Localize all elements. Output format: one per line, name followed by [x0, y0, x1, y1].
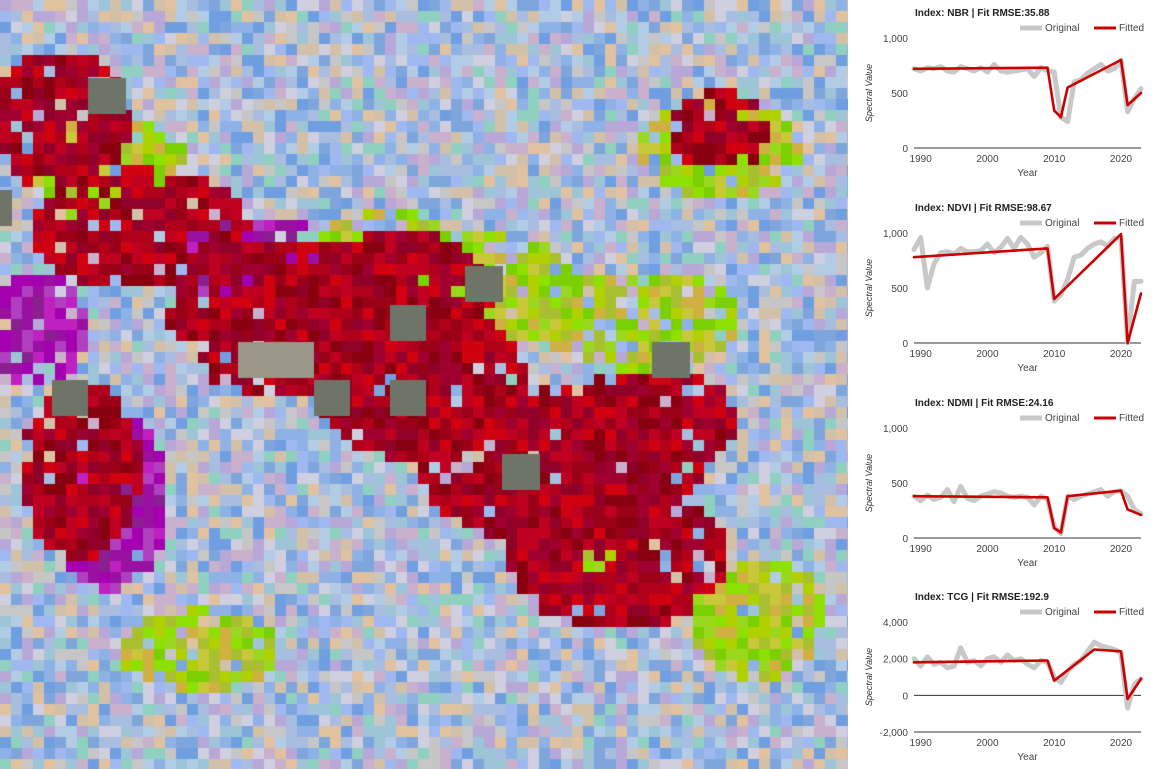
y-tick-label: 0	[902, 691, 908, 702]
y-tick-label: 500	[891, 479, 908, 490]
x-tick-label: 2020	[1110, 738, 1133, 749]
chart-title: Index: TCG | Fit RMSE:192.9	[915, 592, 1049, 603]
y-axis-label: Spectral Value	[864, 259, 874, 317]
series-fitted-line	[912, 58, 1143, 119]
chart-nbr: Index: NBR | Fit RMSE:35.88 Original Fitte…	[864, 8, 1144, 179]
chart-card-tcg: Index: TCG | Fit RMSE:192.9 Original Fitte…	[848, 584, 1163, 769]
x-axis-label: Year	[1017, 558, 1038, 569]
series-fitted-line	[912, 232, 1143, 345]
x-tick-label: 1990	[910, 154, 933, 165]
x-axis-label: Year	[1017, 363, 1038, 374]
y-tick-label: 1,000	[883, 424, 908, 435]
y-tick-label: 500	[891, 284, 908, 295]
y-axis-label: Spectral Value	[864, 64, 874, 122]
x-tick-label: 2010	[1043, 738, 1066, 749]
x-tick-label: 1990	[910, 544, 933, 555]
chart-card-ndmi: Index: NDMI | Fit RMSE:24.16 Original Fitt…	[848, 390, 1163, 580]
legend-original-label: Original	[1045, 218, 1079, 229]
y-tick-label: 4,000	[883, 618, 908, 629]
legend-original-label: Original	[1045, 607, 1079, 618]
y-tick-label: 0	[902, 144, 908, 155]
x-axis-label: Year	[1017, 752, 1038, 763]
x-tick-label: 2000	[976, 544, 999, 555]
y-axis-label: Spectral Value	[864, 454, 874, 512]
y-tick-label: 0	[902, 339, 908, 350]
y-tick-label: 500	[891, 89, 908, 100]
y-tick-label: 1,000	[883, 229, 908, 240]
series-fitted-line	[912, 489, 1143, 534]
x-tick-label: 2010	[1043, 349, 1066, 360]
legend-fitted-label: Fitted	[1119, 218, 1144, 229]
map-view[interactable]	[0, 0, 848, 769]
chart-tcg: Index: TCG | Fit RMSE:192.9 Original Fitte…	[864, 592, 1144, 763]
series-original-line	[911, 639, 1144, 711]
change-map-canvas[interactable]	[0, 0, 848, 769]
chart-card-nbr: Index: NBR | Fit RMSE:35.88 Original Fitte…	[848, 0, 1163, 190]
chart-ndmi: Index: NDMI | Fit RMSE:24.16 Original Fitt…	[864, 398, 1144, 569]
chart-ndvi: Index: NDVI | Fit RMSE:98.67 Original Fitt…	[864, 203, 1144, 374]
x-tick-label: 2020	[1110, 154, 1133, 165]
chart-panel: Index: NBR | Fit RMSE:35.88 Original Fitte…	[848, 0, 1163, 769]
x-axis-label: Year	[1017, 168, 1038, 179]
y-tick-label: 0	[902, 534, 908, 545]
x-tick-label: 2000	[976, 154, 999, 165]
x-tick-label: 2020	[1110, 349, 1133, 360]
legend-original-label: Original	[1045, 23, 1079, 34]
x-tick-label: 1990	[910, 738, 933, 749]
chart-title: Index: NDMI | Fit RMSE:24.16	[915, 398, 1054, 409]
x-tick-label: 2020	[1110, 544, 1133, 555]
legend-fitted-label: Fitted	[1119, 607, 1144, 618]
legend-original-label: Original	[1045, 413, 1079, 424]
series-original-line	[911, 234, 1144, 346]
series-fitted-line	[912, 648, 1143, 701]
y-tick-label: 1,000	[883, 34, 908, 45]
y-axis-label: Spectral Value	[864, 648, 874, 706]
x-tick-label: 2000	[976, 738, 999, 749]
y-tick-label: 2,000	[883, 655, 908, 666]
chart-card-ndvi: Index: NDVI | Fit RMSE:98.67 Original Fitt…	[848, 195, 1163, 385]
x-tick-label: 2010	[1043, 154, 1066, 165]
legend-fitted-label: Fitted	[1119, 413, 1144, 424]
chart-title: Index: NDVI | Fit RMSE:98.67	[915, 203, 1052, 214]
x-tick-label: 2010	[1043, 544, 1066, 555]
legend-fitted-label: Fitted	[1119, 23, 1144, 34]
chart-title: Index: NBR | Fit RMSE:35.88	[915, 8, 1050, 19]
y-tick-label: -2,000	[880, 728, 909, 739]
x-tick-label: 2000	[976, 349, 999, 360]
x-tick-label: 1990	[910, 349, 933, 360]
